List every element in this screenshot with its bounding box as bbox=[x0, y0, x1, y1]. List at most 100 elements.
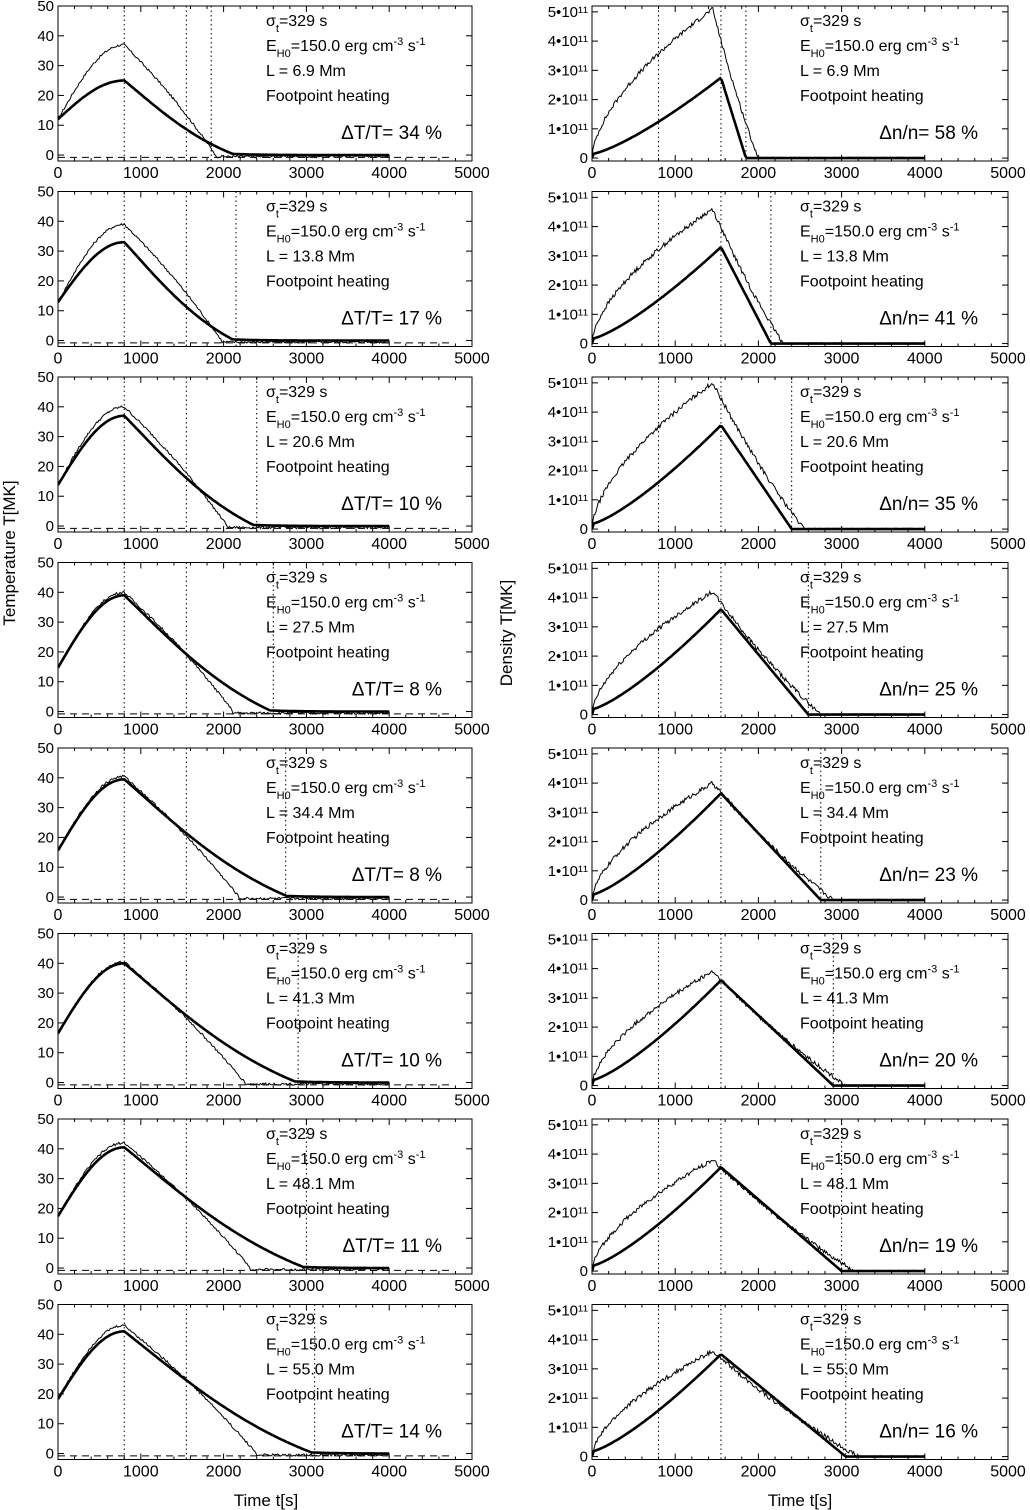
x-tick-label: 0 bbox=[54, 165, 63, 182]
y-tick-label: 30 bbox=[37, 985, 54, 1002]
x-tick-label: 0 bbox=[588, 907, 597, 924]
x-tick-label: 2000 bbox=[206, 1278, 242, 1295]
right-x-axis-label: Time t[s] bbox=[768, 1491, 833, 1510]
y-tick-label: 4•10¹¹ bbox=[548, 775, 588, 792]
model-temperature-curve bbox=[58, 594, 390, 713]
temperature-deviation-label: ΔT/T= 8 % bbox=[352, 865, 442, 886]
density-deviation-label: Δn/n= 20 % bbox=[879, 1051, 978, 1072]
y-tick-label: 4•10¹¹ bbox=[548, 961, 588, 978]
y-tick-label: 30 bbox=[37, 1171, 54, 1188]
y-tick-label: 5•10¹¹ bbox=[548, 4, 588, 21]
y-tick-label: 10 bbox=[37, 1416, 54, 1433]
y-tick-label: 0 bbox=[580, 892, 588, 909]
x-tick-label: 2000 bbox=[206, 1464, 242, 1481]
curves bbox=[58, 222, 452, 344]
y-tick-label: 0 bbox=[46, 1075, 54, 1092]
x-tick-label: 1000 bbox=[123, 1278, 159, 1295]
plot-frame bbox=[591, 5, 1009, 162]
y-tick-label: 1•10¹¹ bbox=[548, 677, 588, 694]
y-tick-label: 5•10¹¹ bbox=[548, 931, 588, 948]
plot-frame bbox=[57, 747, 473, 904]
temperature-panel-1: 0 1000 2000 3000 4000 5000 0 10 20 30 40 50 σt=329 s… bbox=[37, 0, 490, 182]
x-tick-label: 4000 bbox=[371, 907, 407, 924]
sigma-label: σt=329 s bbox=[800, 384, 861, 406]
y-tick-label: 0 bbox=[580, 1263, 588, 1280]
y-tick-label: 1•10¹¹ bbox=[548, 121, 588, 138]
density-panel-6: 0 1000 2000 3000 4000 5000 0 1•10¹¹ 2•10¹¹ 3•10¹¹… bbox=[548, 931, 1026, 1109]
x-tick-label: 3000 bbox=[289, 907, 325, 924]
x-tick-label: 2000 bbox=[206, 351, 242, 368]
sigma-label: σt=329 s bbox=[266, 384, 327, 406]
x-tick-label: 2000 bbox=[741, 722, 777, 739]
observed-density-curve bbox=[592, 1159, 925, 1272]
model-density-curve bbox=[592, 246, 925, 345]
sigma-label: σt=329 s bbox=[800, 1312, 861, 1334]
loop-length-label: L = 55.0 Mm bbox=[266, 1362, 355, 1379]
x-tick-label: 1000 bbox=[657, 907, 693, 924]
y-tick-label: 20 bbox=[37, 829, 54, 846]
temperature-panel-8: 0 1000 2000 3000 4000 5000 0 10 20 30 40 50 σt=329 s… bbox=[37, 1297, 490, 1481]
energy-label: EH0=150.0 erg cm-3 s-1 bbox=[800, 778, 959, 802]
x-tick-label: 3000 bbox=[289, 722, 325, 739]
left-y-axis-label: Temperature T[MK] bbox=[0, 480, 19, 625]
y-tick-label: 20 bbox=[37, 1386, 54, 1403]
y-tick-label: 10 bbox=[37, 1045, 54, 1062]
x-tick-label: 4000 bbox=[907, 1093, 943, 1110]
x-tick-label: 5000 bbox=[990, 351, 1026, 368]
x-tick-label: 4000 bbox=[907, 536, 943, 553]
y-tick-label: 0 bbox=[46, 1260, 54, 1277]
plot-frame bbox=[591, 376, 1009, 533]
x-tick-label: 1000 bbox=[657, 351, 693, 368]
energy-label: EH0=150.0 erg cm-3 s-1 bbox=[266, 1335, 425, 1359]
model-temperature-curve bbox=[58, 240, 390, 342]
y-tick-label: 50 bbox=[37, 926, 54, 943]
loop-length-label: L = 55.0 Mm bbox=[800, 1362, 889, 1379]
energy-label: EH0=150.0 erg cm-3 s-1 bbox=[266, 36, 425, 60]
x-tick-label: 5000 bbox=[454, 1464, 490, 1481]
x-tick-label: 2000 bbox=[741, 1278, 777, 1295]
model-temperature-curve bbox=[58, 79, 390, 157]
x-tick-label: 4000 bbox=[371, 1464, 407, 1481]
y-tick-label: 4•10¹¹ bbox=[548, 590, 588, 607]
sigma-label: σt=329 s bbox=[800, 941, 861, 963]
y-tick-label: 5•10¹¹ bbox=[548, 560, 588, 577]
y-tick-label: 20 bbox=[37, 644, 54, 661]
curves bbox=[58, 960, 452, 1086]
y-tick-label: 10 bbox=[37, 303, 54, 320]
curves bbox=[592, 1349, 925, 1459]
observed-density-curve bbox=[592, 1349, 925, 1459]
heating-label: Footpoint heating bbox=[800, 1201, 924, 1218]
curves bbox=[592, 970, 925, 1088]
energy-label: EH0=150.0 erg cm-3 s-1 bbox=[800, 407, 959, 431]
model-density-curve bbox=[592, 1166, 925, 1273]
y-tick-label: 4•10¹¹ bbox=[548, 1332, 588, 1349]
y-tick-label: 2•10¹¹ bbox=[548, 1390, 588, 1407]
y-tick-label: 3•10¹¹ bbox=[548, 248, 588, 265]
x-tick-label: 1000 bbox=[123, 907, 159, 924]
plot-frame bbox=[591, 1118, 1009, 1275]
y-tick-label: 2•10¹¹ bbox=[548, 1019, 588, 1036]
x-tick-label: 2000 bbox=[741, 536, 777, 553]
x-tick-label: 5000 bbox=[990, 536, 1026, 553]
x-tick-label: 3000 bbox=[289, 165, 325, 182]
x-tick-label: 1000 bbox=[123, 722, 159, 739]
y-tick-label: 50 bbox=[37, 555, 54, 572]
x-tick-label: 2000 bbox=[741, 351, 777, 368]
x-tick-label: 4000 bbox=[907, 907, 943, 924]
energy-label: EH0=150.0 erg cm-3 s-1 bbox=[266, 1149, 425, 1173]
x-tick-label: 1000 bbox=[657, 1278, 693, 1295]
heating-label: Footpoint heating bbox=[800, 645, 924, 662]
energy-label: EH0=150.0 erg cm-3 s-1 bbox=[800, 36, 959, 60]
x-tick-label: 0 bbox=[54, 1093, 63, 1110]
x-tick-label: 2000 bbox=[741, 165, 777, 182]
energy-label: EH0=150.0 erg cm-3 s-1 bbox=[800, 964, 959, 988]
y-tick-label: 0 bbox=[580, 150, 588, 167]
temperature-panel-3: 0 1000 2000 3000 4000 5000 0 10 20 30 40 50 σt=329 s… bbox=[37, 369, 490, 553]
y-tick-label: 2•10¹¹ bbox=[548, 277, 588, 294]
